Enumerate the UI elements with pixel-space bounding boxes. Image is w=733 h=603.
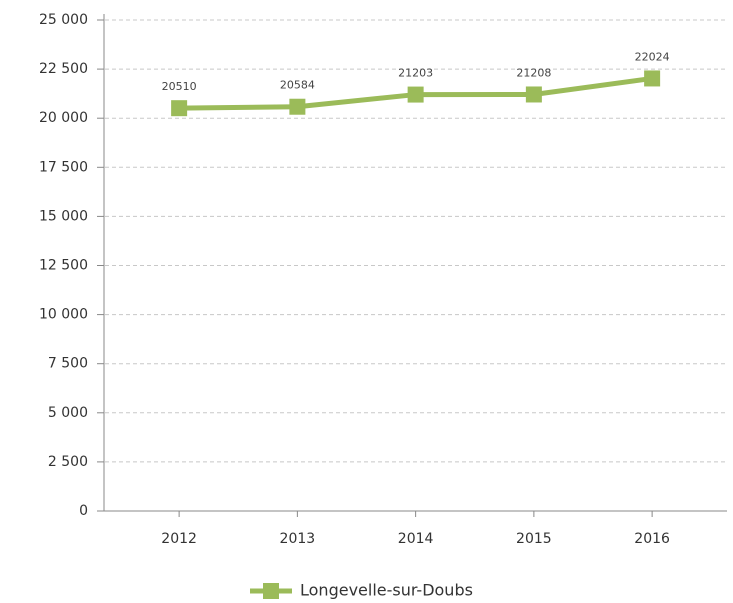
- x-tick-label: 2013: [280, 531, 316, 547]
- y-tick-label: 15 000: [39, 208, 88, 224]
- y-tick-label: 5 000: [48, 405, 88, 421]
- y-tick-label: 0: [79, 503, 88, 519]
- data-label: 21208: [516, 66, 551, 79]
- y-tick-label: 25 000: [39, 12, 88, 28]
- y-tick-label: 17 500: [39, 159, 88, 175]
- data-label: 21203: [398, 67, 433, 80]
- legend-label: Longevelle-sur-Doubs: [300, 581, 473, 600]
- y-tick-label: 10 000: [39, 307, 88, 323]
- x-tick-label: 2016: [634, 531, 670, 547]
- legend-marker: [263, 583, 279, 599]
- data-label: 22024: [635, 50, 670, 63]
- point-marker: [171, 100, 188, 117]
- x-tick-label: 2015: [516, 531, 552, 547]
- data-label: 20510: [162, 80, 197, 93]
- data-label: 20584: [280, 79, 315, 92]
- y-tick-label: 7 500: [48, 356, 88, 372]
- x-tick-label: 2012: [161, 531, 197, 547]
- point-marker: [407, 86, 424, 103]
- point-marker: [525, 86, 542, 103]
- y-tick-label: 22 500: [39, 61, 88, 77]
- x-tick-label: 2014: [398, 531, 434, 547]
- point-marker: [644, 70, 661, 87]
- y-tick-label: 20 000: [39, 110, 88, 126]
- point-marker: [289, 98, 306, 115]
- y-tick-label: 2 500: [48, 454, 88, 470]
- y-tick-label: 12 500: [39, 258, 88, 274]
